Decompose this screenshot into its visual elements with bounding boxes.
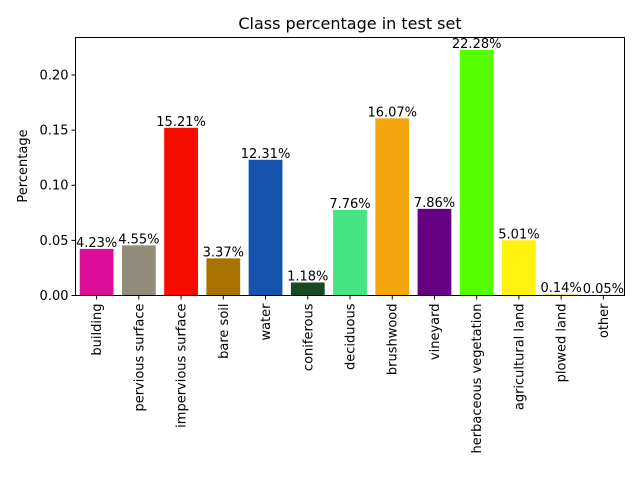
x-tick-label: herbaceous vegetation	[470, 304, 485, 454]
data-label: 7.76%	[329, 197, 370, 212]
x-axis: building pervious surface impervious surfa…	[90, 295, 612, 454]
data-labels-group: 4.23% 4.55% 15.21% 3.37% 12.31% 1.18% 7.76% 16.…	[76, 37, 624, 297]
bar-building	[79, 248, 114, 296]
y-tick-label: 0.15	[40, 124, 69, 139]
data-label: 4.23%	[76, 236, 117, 251]
data-label: 4.55%	[118, 232, 159, 247]
x-tick-label: deciduous	[344, 303, 359, 370]
x-tick-label: coniferous	[301, 303, 316, 371]
data-label: 5.01%	[498, 227, 539, 242]
data-label: 0.05%	[583, 282, 624, 297]
data-label: 1.18%	[287, 269, 328, 284]
x-tick-label: bare soil	[217, 304, 232, 359]
x-tick-label: other	[597, 303, 612, 338]
y-tick-label: 0.10	[40, 179, 69, 194]
x-tick-label: brushwood	[386, 304, 401, 376]
y-axis-label: Percentage	[16, 129, 31, 202]
y-axis: 0.00 0.05 0.10 0.15 0.20	[40, 68, 76, 304]
data-label: 15.21%	[156, 115, 206, 130]
bar-agricultural-land	[502, 240, 536, 296]
bar-herbaceous-vegetation	[459, 49, 494, 296]
bar-impervious-surface	[164, 127, 198, 296]
data-label: 22.28%	[452, 37, 502, 52]
x-tick-label: vineyard	[428, 304, 443, 361]
bar-vineyard	[417, 208, 452, 296]
bar-bare-soil	[206, 258, 241, 296]
x-tick-label: water	[259, 303, 274, 341]
y-tick-label: 0.20	[40, 68, 69, 83]
bar-brushwood	[375, 118, 410, 296]
data-label: 3.37%	[203, 245, 244, 260]
x-tick-label: impervious surface	[175, 304, 190, 428]
x-tick-label: building	[90, 304, 105, 356]
x-tick-label: pervious surface	[132, 304, 147, 412]
data-label: 7.86%	[414, 196, 455, 211]
bars-group	[79, 49, 621, 296]
bar-water	[248, 159, 283, 296]
bar-coniferous	[290, 282, 325, 296]
bar-pervious-surface	[121, 245, 156, 296]
plot-frame	[75, 37, 625, 296]
x-tick-label: agricultural land	[512, 304, 527, 411]
y-tick-label: 0.00	[40, 289, 69, 304]
data-label: 16.07%	[367, 105, 417, 120]
data-label: 0.14%	[540, 281, 581, 296]
x-tick-label: plowed land	[555, 304, 570, 383]
chart-title: Class percentage in test set	[238, 14, 461, 33]
bar-deciduous	[333, 209, 367, 296]
y-tick-label: 0.05	[40, 234, 69, 249]
data-label: 12.31%	[241, 147, 291, 162]
bar-plowed-land	[544, 293, 579, 296]
